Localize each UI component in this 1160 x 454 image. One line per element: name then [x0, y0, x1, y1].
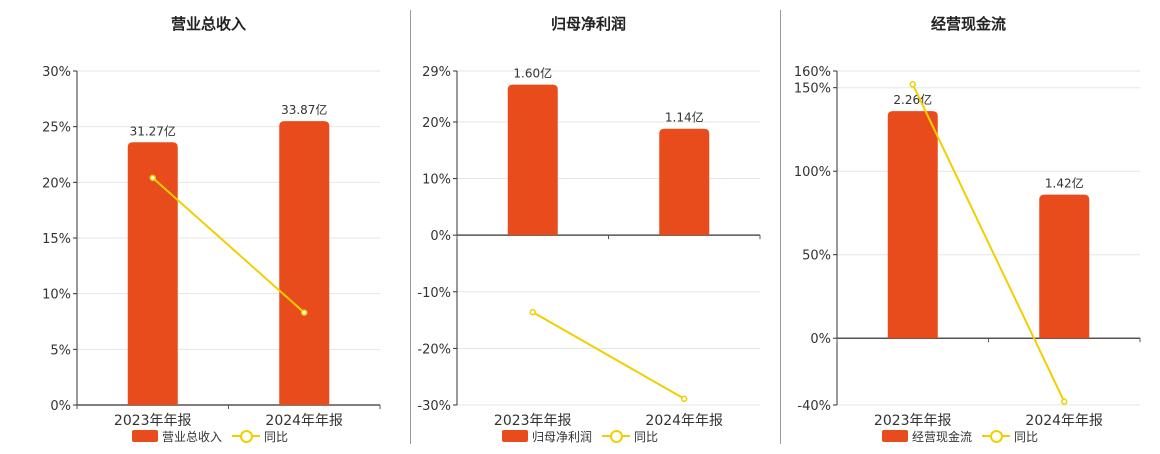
- bar: [507, 84, 558, 236]
- bar-legend-swatch: [502, 430, 528, 442]
- y-tick-label: 5%: [50, 343, 71, 358]
- y-tick-label: -30%: [417, 399, 451, 414]
- y-tick-label: 0%: [430, 229, 451, 244]
- panel-divider: [410, 10, 411, 444]
- x-tick-label: 2023年年报: [494, 413, 572, 429]
- line-legend-swatch: [602, 430, 631, 443]
- bar-legend-swatch: [882, 430, 908, 442]
- y-tick-label: 150%: [794, 82, 831, 97]
- bar-value-label: 33.87亿: [281, 102, 327, 117]
- bar-value-label: 1.42亿: [1045, 176, 1084, 191]
- y-tick-label: 20%: [422, 116, 451, 131]
- yoy-line: [532, 311, 685, 400]
- cash-flow-legend[interactable]: 经营现金流 同比: [882, 427, 1038, 445]
- x-tick-label: 2024年年报: [265, 413, 343, 429]
- x-tick-label: 2024年年报: [1025, 413, 1103, 429]
- bar: [659, 128, 710, 236]
- yoy-point: [1061, 398, 1068, 405]
- line-legend-label: 同比: [264, 429, 289, 444]
- x-tick-label: 2023年年报: [114, 413, 192, 429]
- x-tick-label: 2023年年报: [874, 413, 952, 429]
- revenue-legend[interactable]: 营业总收入 同比: [132, 427, 288, 445]
- y-tick-label: 15%: [42, 232, 71, 247]
- y-tick-label: 160%: [794, 65, 831, 80]
- y-tick-label: 29%: [422, 65, 451, 80]
- yoy-point: [149, 174, 156, 182]
- revenue-panel: 营业总收入 30% 25% 20% 15% 10% 5% 0% 31.27亿 33.87亿 2023…: [20, 0, 390, 450]
- y-tick-label: 10%: [42, 288, 71, 303]
- net-profit-legend[interactable]: 归母净利润 同比: [502, 427, 658, 445]
- bar-legend-label: 营业总收入: [162, 429, 223, 444]
- y-tick-label: 10%: [422, 173, 451, 188]
- chart-title: 营业总收入: [171, 15, 246, 33]
- y-tick-label: 30%: [42, 65, 71, 80]
- y-tick-label: -10%: [417, 286, 451, 301]
- chart-title: 归母净利润: [551, 15, 626, 33]
- yoy-point: [681, 395, 688, 403]
- yoy-point: [301, 309, 308, 316]
- chart-title: 经营现金流: [931, 15, 1006, 33]
- y-tick-label: -20%: [417, 342, 451, 357]
- yoy-point: [909, 81, 916, 88]
- y-tick-label: 25%: [42, 121, 71, 136]
- cash-flow-panel: 经营现金流 160% 150% 100% 50% 0% -40% 2.26亿 1.42亿 2023…: [780, 0, 1150, 450]
- line-legend-swatch: [982, 430, 1011, 443]
- x-tick-label: 2024年年报: [645, 413, 723, 429]
- line-legend-label: 同比: [1014, 429, 1039, 444]
- net-profit-chart: 归母净利润 29% 20% 10% 0% -10% -20% -30% 1.60亿 1.14亿 20…: [417, 15, 761, 429]
- bar-value-label: 1.60亿: [513, 66, 552, 81]
- bar-legend-swatch: [132, 430, 158, 442]
- line-legend-label: 同比: [634, 429, 659, 444]
- bar: [127, 142, 178, 405]
- bar-legend-label: 经营现金流: [912, 429, 973, 444]
- bar: [279, 121, 330, 405]
- bar-legend-label: 归母净利润: [532, 429, 593, 444]
- y-tick-label: 20%: [42, 176, 71, 191]
- bar-value-label: 31.27亿: [130, 123, 176, 138]
- bar-value-label: 2.26亿: [893, 92, 932, 107]
- line-legend-swatch: [232, 430, 261, 443]
- bar: [887, 111, 938, 339]
- y-tick-label: -40%: [797, 399, 831, 414]
- yoy-line: [911, 83, 1066, 403]
- bar: [1039, 194, 1090, 339]
- cash-flow-chart: 经营现金流 160% 150% 100% 50% 0% -40% 2.26亿 1.42亿 2023…: [794, 15, 1141, 429]
- panel-divider: [780, 10, 781, 444]
- yoy-point: [529, 308, 536, 316]
- y-tick-label: 50%: [802, 249, 831, 264]
- y-tick-label: 0%: [810, 332, 831, 347]
- y-tick-label: 100%: [794, 165, 831, 180]
- bar-value-label: 1.14亿: [665, 110, 704, 125]
- revenue-chart: 营业总收入 30% 25% 20% 15% 10% 5% 0% 31.27亿 33.87亿 2023…: [42, 15, 381, 429]
- y-tick-label: 0%: [50, 399, 71, 414]
- yoy-line: [152, 177, 305, 314]
- net-profit-panel: 归母净利润 29% 20% 10% 0% -10% -20% -30% 1.60亿 1.14亿 20…: [400, 0, 770, 450]
